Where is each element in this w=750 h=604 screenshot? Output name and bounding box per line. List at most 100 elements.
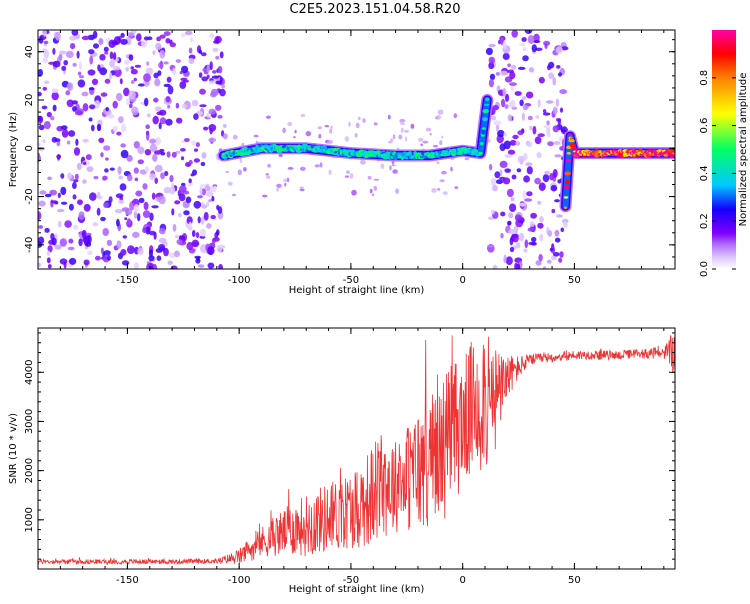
noise-blob — [524, 198, 533, 202]
noise-blob — [154, 78, 161, 87]
noise-blob — [207, 246, 215, 256]
noise-blob — [490, 115, 497, 121]
noise-blob — [496, 179, 503, 185]
noise-blob — [93, 43, 99, 49]
line-frame — [37, 327, 676, 570]
noise-blob — [126, 98, 130, 106]
noise-blob — [188, 47, 193, 54]
sparse-blob — [344, 175, 349, 178]
noise-blob — [208, 108, 216, 115]
noise-blob — [149, 212, 154, 221]
sparse-blob — [442, 191, 448, 195]
ridge-blob — [478, 147, 484, 150]
noise-blob — [211, 75, 220, 79]
noise-blob — [553, 141, 561, 145]
noise-blob — [531, 236, 537, 243]
y-tick-label: 2000 — [24, 458, 35, 483]
noise-blob — [560, 227, 565, 233]
noise-blob — [550, 184, 558, 192]
noise-blob — [54, 244, 62, 250]
noise-blob — [529, 221, 535, 227]
sparse-blob — [222, 133, 228, 140]
noise-blob — [124, 59, 130, 65]
noise-blob — [67, 172, 73, 180]
noise-blob — [149, 230, 156, 236]
noise-blob — [122, 235, 128, 239]
noise-blob — [181, 33, 186, 38]
sparse-blob — [464, 157, 469, 161]
noise-blob — [96, 207, 101, 216]
y-axis-label: SNR (10 * v/v) — [8, 413, 19, 484]
noise-blob — [68, 130, 76, 137]
noise-blob — [519, 202, 526, 207]
noise-blob — [86, 232, 92, 236]
sparse-blob — [360, 159, 366, 165]
noise-blob — [97, 64, 101, 72]
sparse-blob — [392, 169, 398, 174]
x-axis-label: Height of straight line (km) — [289, 285, 425, 296]
sparse-blob — [422, 140, 429, 144]
noise-blob — [115, 208, 121, 213]
noise-blob — [59, 258, 68, 265]
noise-blob — [103, 250, 111, 256]
sparse-blob — [314, 164, 321, 168]
sparse-blob — [299, 186, 304, 189]
noise-blob — [38, 225, 44, 229]
sparse-blob — [232, 193, 236, 197]
noise-blob — [191, 239, 200, 248]
noise-blob — [509, 246, 515, 253]
ridge-blob — [567, 133, 573, 137]
noise-blob — [145, 67, 154, 76]
noise-blob — [538, 76, 545, 84]
x-tick-label: 0 — [459, 275, 465, 286]
noise-blob — [203, 211, 209, 221]
heatmap-frame — [37, 29, 676, 270]
noise-blob — [558, 72, 562, 77]
noise-blob — [83, 161, 87, 165]
noise-blob — [38, 262, 41, 268]
noise-blob — [531, 44, 537, 53]
noise-blob — [547, 259, 552, 264]
noise-blob — [44, 227, 50, 233]
noise-blob — [50, 116, 55, 121]
noise-blob — [96, 191, 101, 199]
noise-blob — [213, 185, 217, 193]
noise-blob — [152, 115, 159, 125]
noise-blob — [207, 262, 215, 269]
sparse-blob — [425, 127, 432, 132]
noise-blob — [215, 55, 220, 60]
noise-blob — [112, 125, 118, 132]
noise-blob — [88, 117, 93, 122]
noise-blob — [517, 155, 525, 164]
noise-blob — [171, 182, 175, 192]
noise-blob — [56, 140, 61, 147]
noise-blob — [43, 30, 47, 37]
noise-blob — [187, 181, 193, 187]
noise-blob — [174, 250, 180, 258]
noise-blob — [38, 147, 45, 151]
sparse-blob — [239, 157, 242, 164]
noise-blob — [197, 195, 203, 199]
y-tick-label: 40 — [24, 45, 35, 58]
noise-blob — [210, 88, 219, 96]
noise-blob — [549, 247, 554, 252]
noise-blob — [114, 68, 122, 77]
noise-blob — [120, 143, 126, 148]
ridge-blob — [569, 143, 576, 148]
noise-blob — [128, 90, 136, 100]
ridge-blob — [483, 103, 490, 106]
noise-blob — [510, 85, 514, 91]
noise-blob — [57, 208, 65, 213]
ridge-blob — [671, 150, 675, 153]
noise-blob — [65, 50, 74, 59]
noise-blob — [557, 118, 561, 125]
noise-blob — [204, 185, 211, 192]
noise-blob — [505, 256, 513, 266]
sparse-blob — [262, 194, 268, 198]
ridge-band — [561, 131, 675, 211]
noise-blob — [106, 239, 113, 247]
sparse-blob — [395, 188, 399, 194]
sparse-blob — [437, 188, 441, 191]
noise-blob — [72, 181, 77, 190]
ridge-blob — [485, 97, 490, 101]
